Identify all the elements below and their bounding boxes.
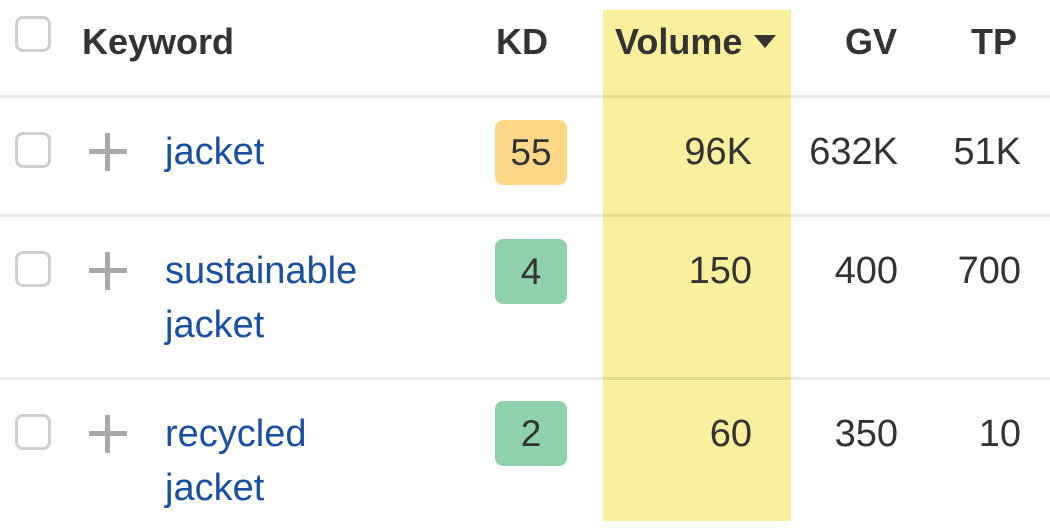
gv-value: 632K [809,131,898,173]
sort-descending-icon [754,35,777,48]
tp-value: 51K [953,131,1021,173]
column-header-kd[interactable]: KD [496,21,548,62]
keyword-link[interactable]: sustainable jacket [165,244,445,352]
column-header-volume[interactable]: Volume [615,17,777,67]
keyword-link[interactable]: jacket [165,125,445,179]
keyword-text-line: jacket [165,304,265,346]
add-keyword-plus-icon[interactable] [89,415,127,453]
keyword-link[interactable]: recycled jacket [165,407,445,515]
kd-badge: 2 [495,401,567,466]
row-divider [0,95,1050,98]
keyword-text-line: sustainable [165,250,358,292]
kd-badge: 55 [495,120,567,185]
column-header-gv[interactable]: GV [845,21,898,62]
gv-value: 400 [834,250,898,292]
tp-value: 10 [978,413,1021,455]
table-row: recycled jacket 2 60 350 10 [0,380,1050,531]
table-row: sustainable jacket 4 150 400 700 [0,217,1050,378]
volume-value: 150 [688,250,752,292]
keyword-text-line: jacket [165,467,265,509]
row-select-checkbox[interactable] [15,414,51,450]
volume-value: 60 [709,413,752,455]
tp-value: 700 [957,250,1021,292]
row-divider [0,377,1050,380]
table-row: jacket 55 96K 632K 51K [0,98,1050,215]
kd-badge: 4 [495,239,567,304]
column-header-keyword[interactable]: Keyword [82,21,235,62]
column-header-tp[interactable]: TP [971,21,1018,62]
sorted-column-highlight [603,10,791,521]
column-header-volume-label: Volume [615,21,743,62]
gv-value: 350 [834,413,898,455]
add-keyword-plus-icon[interactable] [89,252,127,290]
select-all-checkbox[interactable] [15,16,51,52]
keyword-text-line: jacket [165,131,265,173]
keyword-text-line: recycled [165,413,307,455]
add-keyword-plus-icon[interactable] [89,133,127,171]
row-divider [0,214,1050,217]
row-select-checkbox[interactable] [15,132,51,168]
table-header: Keyword KD Volume GV TP [0,0,1050,96]
row-select-checkbox[interactable] [15,251,51,287]
volume-value: 96K [684,131,752,173]
